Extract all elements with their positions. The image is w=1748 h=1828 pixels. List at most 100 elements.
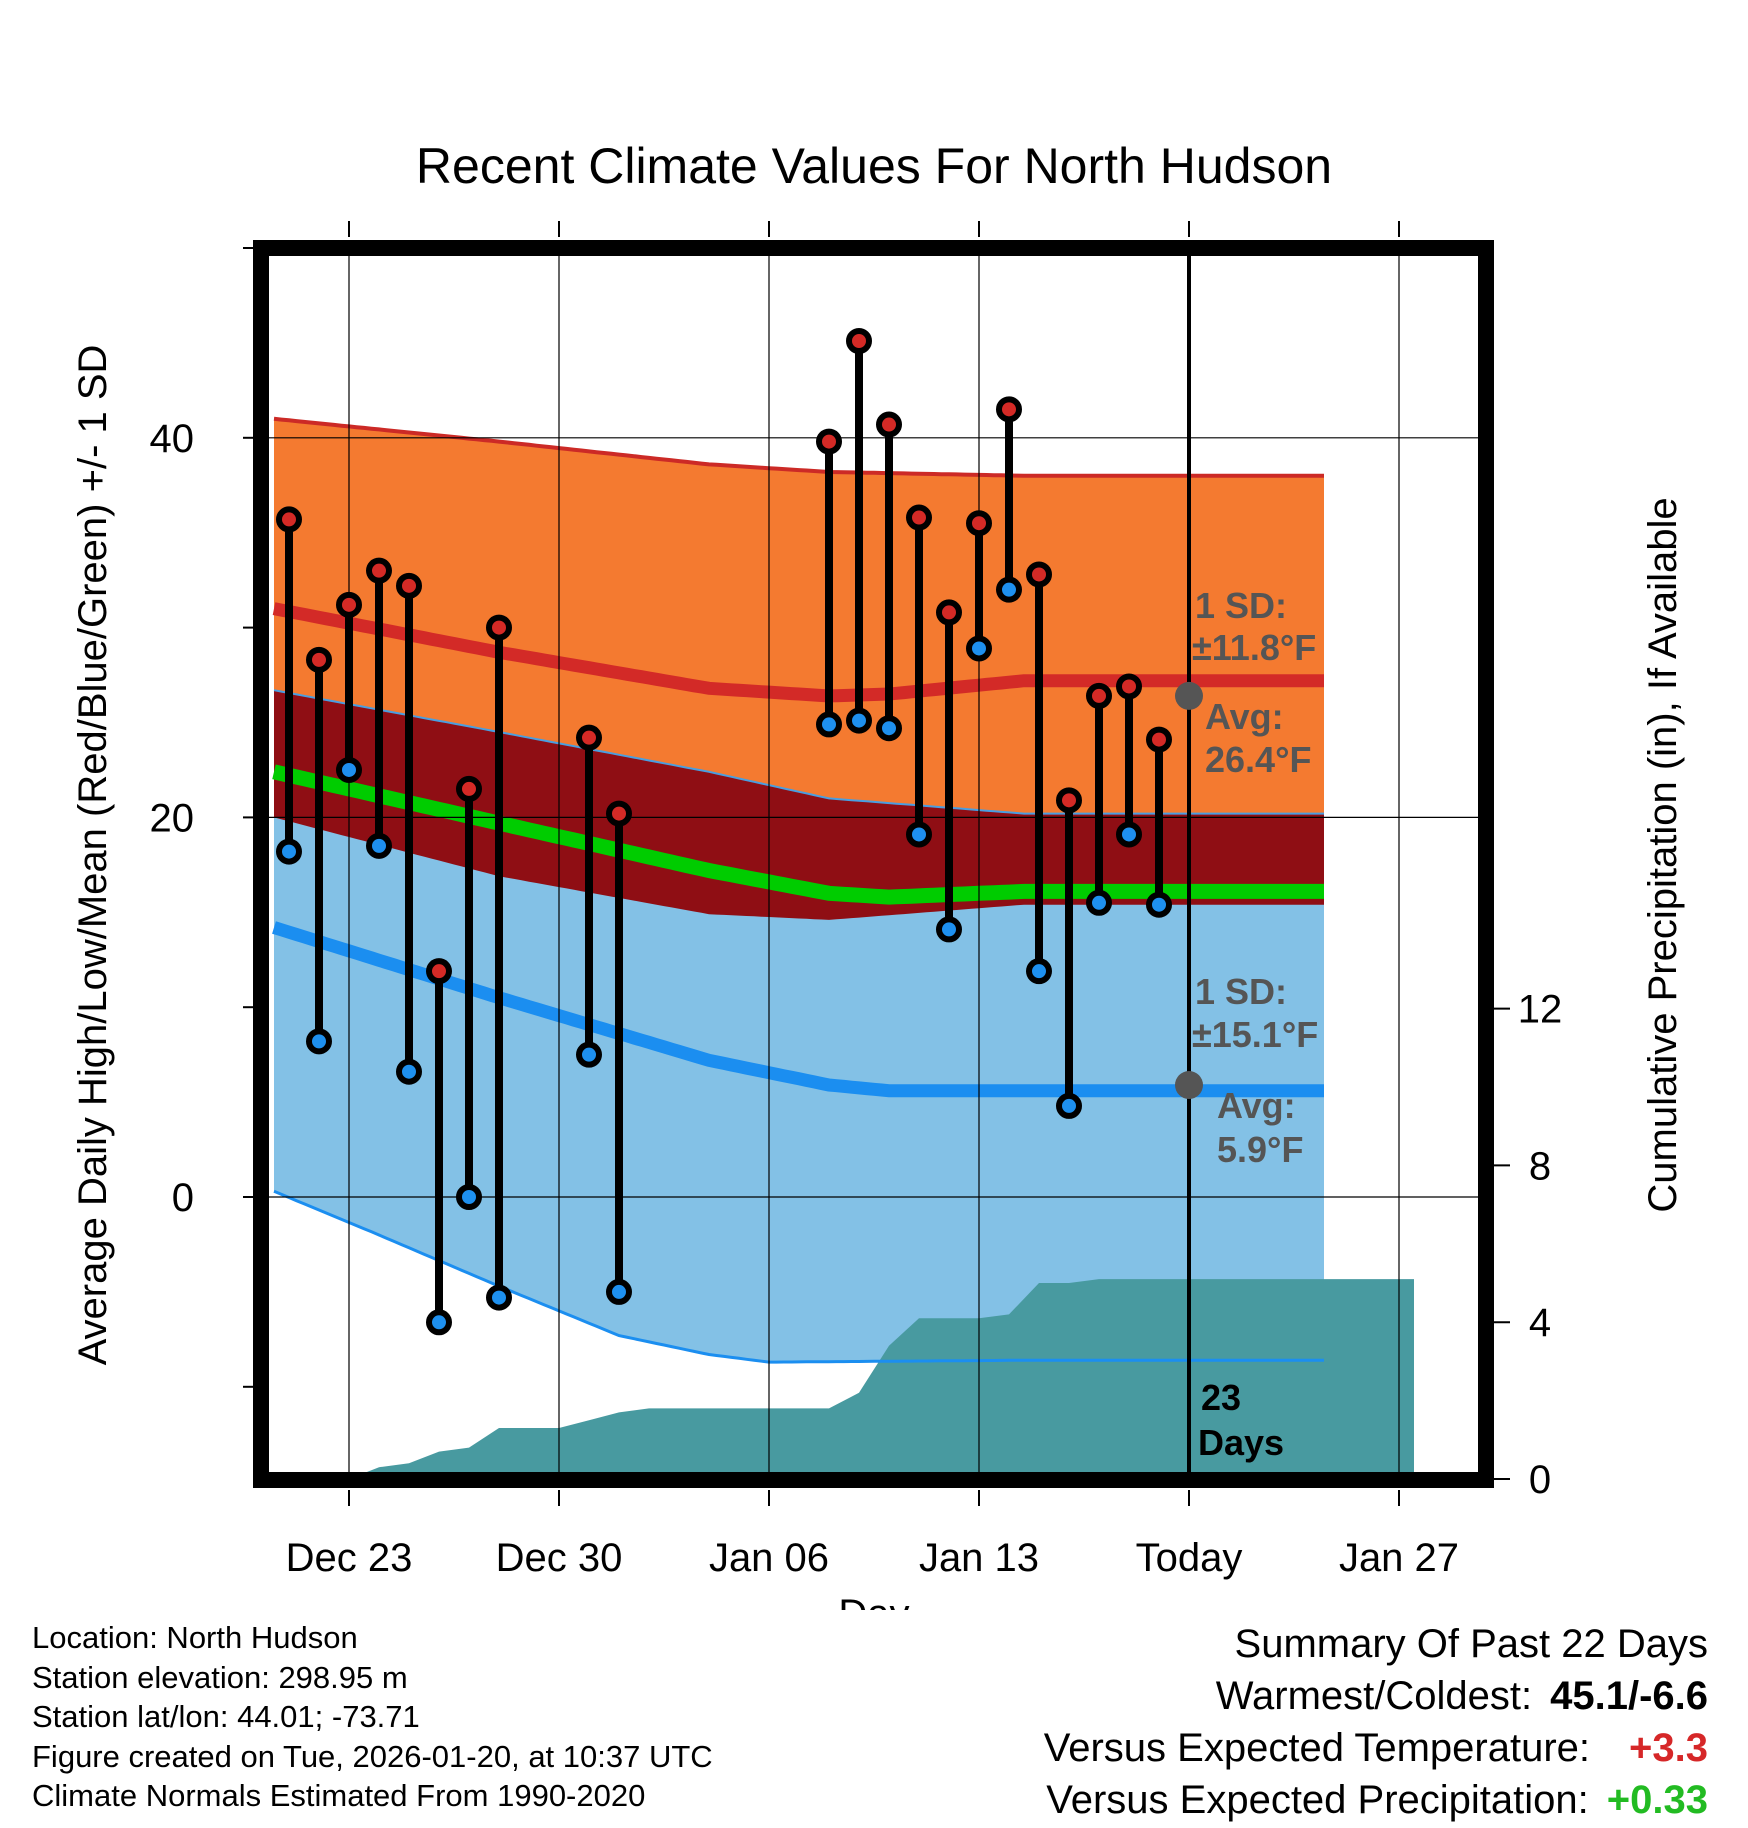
days-label: Days: [1198, 1422, 1284, 1463]
daily-low-point: [906, 821, 932, 848]
chart-title: Recent Climate Values For North Hudson: [416, 138, 1332, 194]
low-avg-value: 5.9°F: [1217, 1129, 1303, 1170]
left-y-tick-label: 0: [172, 1176, 194, 1220]
daily-high-point: [1056, 787, 1082, 814]
daily-high-point: [576, 724, 602, 751]
left-y-axis-label: Average Daily High/Low/Mean (Red/Blue/Gr…: [71, 345, 115, 1366]
plot-frame: [253, 240, 1494, 1488]
x-axis-ticks: Dec 23 Dec 30 Jan 06 Jan 13 Today Jan 27: [286, 221, 1459, 1580]
latlon-text: Station lat/lon: 44.01; -73.71: [32, 1699, 420, 1734]
daily-high-point: [906, 504, 932, 531]
daily-low-point: [1116, 821, 1142, 848]
daily-high-point: [396, 572, 422, 599]
daily-low-point: [876, 715, 902, 742]
x-tick-label: Today: [1136, 1536, 1243, 1580]
high-avg-label: Avg:: [1205, 696, 1284, 737]
right-y-axis-ticks: 0 4 8 12: [1492, 988, 1562, 1502]
left-y-axis-ticks: 0 20 40: [150, 247, 255, 1388]
daily-low-point: [486, 1284, 512, 1311]
daily-high-point: [846, 328, 872, 355]
daily-high-point: [1146, 726, 1172, 753]
avg-high-marker: [1175, 681, 1203, 710]
daily-low-point: [1026, 958, 1052, 985]
x-tick-label: Jan 27: [1339, 1536, 1459, 1580]
right-y-tick-label: 4: [1529, 1301, 1551, 1345]
normals-text: Climate Normals Estimated From 1990-2020: [32, 1778, 646, 1813]
daily-high-point: [306, 646, 332, 673]
daily-high-point: [456, 775, 482, 802]
elevation-text: Station elevation: 298.95 m: [32, 1659, 408, 1695]
station-info: Location: North Hudson Station elevation…: [32, 1618, 713, 1816]
daily-low-point: [816, 711, 842, 738]
precip-label: Versus Expected Precipitation:: [1046, 1778, 1589, 1822]
daily-high-point: [336, 591, 362, 618]
x-tick-label: Dec 30: [496, 1536, 623, 1580]
daily-low-point: [396, 1058, 422, 1085]
high-sd-value: ±11.8°F: [1192, 627, 1316, 668]
summary-title: Summary Of Past 22 Days: [1234, 1622, 1708, 1666]
daily-low-point: [426, 1309, 452, 1336]
daily-high-point: [1026, 561, 1052, 588]
daily-low-point: [456, 1184, 482, 1210]
mean-line: [272, 764, 1324, 905]
daily-high-point: [1116, 673, 1142, 700]
high-avg-value: 26.4°F: [1205, 739, 1311, 780]
precip-row: Versus Expected Precipitation: +0.33: [1044, 1774, 1708, 1826]
temp-label: Versus Expected Temperature:: [1043, 1726, 1590, 1770]
daily-low-point: [936, 916, 962, 943]
daily-high-point: [996, 396, 1022, 423]
warm-cold-row: Warmest/Coldest: 45.1/-6.6: [1044, 1670, 1708, 1722]
precip-value: +0.33: [1606, 1778, 1708, 1822]
low-sd-value: ±15.1°F: [1192, 1014, 1318, 1055]
low-lower-line: [273, 1189, 1324, 1364]
daily-high-point: [936, 599, 962, 626]
low-upper-line: [273, 689, 1324, 815]
plot-area: [261, 248, 1486, 1480]
summary-panel: Summary Of Past 22 Days Warmest/Coldest:…: [1044, 1618, 1708, 1826]
x-tick-label: Jan 06: [709, 1536, 829, 1580]
daily-low-point: [606, 1278, 632, 1305]
right-y-tick-label: 8: [1529, 1144, 1551, 1188]
daily-low-point: [276, 838, 302, 865]
days-count: 23: [1201, 1377, 1241, 1418]
x-tick-label: Dec 23: [286, 1536, 413, 1580]
x-axis-label: Day: [838, 1592, 909, 1610]
high-upper-line: [273, 416, 1324, 478]
climate-chart: Recent Climate Values For North Hudson 1…: [71, 138, 1685, 1610]
daily-low-point: [576, 1041, 602, 1068]
daily-low-point: [846, 707, 872, 734]
daily-low-point: [996, 576, 1022, 603]
left-y-tick-label: 40: [150, 417, 195, 461]
daily-low-point: [1146, 891, 1172, 918]
low-sd-label: 1 SD:: [1195, 971, 1287, 1012]
daily-low-point: [306, 1028, 332, 1055]
daily-high-point: [426, 958, 452, 985]
warm-cold-label: Warmest/Coldest:: [1215, 1674, 1533, 1718]
right-y-tick-label: 12: [1518, 988, 1563, 1032]
low-mean-line: [272, 921, 1324, 1098]
daily-low-point: [966, 635, 992, 662]
high-mean-line: [272, 602, 1324, 703]
daily-low-point: [1056, 1092, 1082, 1119]
daily-high-point: [1086, 682, 1112, 709]
daily-low-point: [1086, 889, 1112, 916]
left-y-tick-label: 20: [150, 796, 195, 840]
daily-high-point: [966, 510, 992, 537]
warm-cold-value: 45.1/-6.6: [1550, 1674, 1708, 1718]
daily-observations: [276, 328, 1172, 1336]
daily-low-point: [336, 756, 362, 783]
location-text: Location: North Hudson: [32, 1620, 358, 1655]
low-avg-label: Avg:: [1217, 1085, 1296, 1126]
x-tick-label: Jan 13: [919, 1536, 1039, 1580]
right-y-axis-label: Cumulative Precipitation (in), If Availa…: [1641, 497, 1685, 1212]
daily-high-point: [486, 614, 512, 641]
daily-high-point: [366, 557, 392, 584]
temp-value: +3.3: [1629, 1726, 1708, 1770]
daily-high-point: [816, 428, 842, 455]
daily-high-point: [876, 411, 902, 438]
overlap-band: [274, 690, 1324, 920]
created-text: Figure created on Tue, 2026-01-20, at 10…: [32, 1738, 713, 1774]
temp-row: Versus Expected Temperature: +3.3: [1044, 1722, 1708, 1774]
high-sd-label: 1 SD:: [1195, 585, 1287, 626]
daily-high-point: [606, 800, 632, 827]
